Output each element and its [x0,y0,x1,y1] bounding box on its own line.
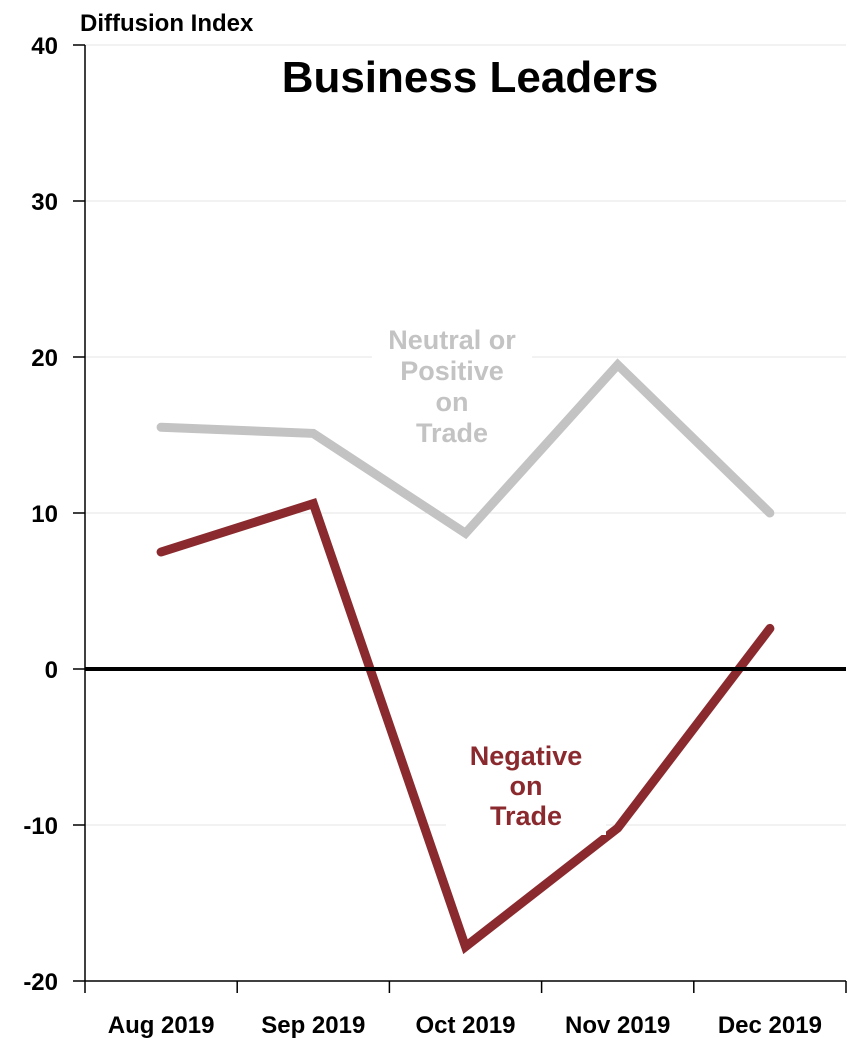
y-tick-label: 10 [31,501,58,528]
series-line-1 [156,498,775,955]
series-label-line: on [510,771,543,801]
series-label-line: Trade [416,418,488,448]
y-tick-label: 40 [31,33,58,60]
chart-title: Business Leaders [282,53,659,102]
x-tick-label: Oct 2019 [415,1012,515,1038]
label-background [446,739,606,835]
axes: -20 -10 0 10 20 30 40 Aug 2019 Sep 2019 Oct 2019 N… [23,33,847,1038]
x-tick-label: Sep 2019 [261,1012,365,1038]
label-background [372,323,532,453]
series-label-line: on [436,387,469,417]
y-tick-label: 0 [45,657,58,684]
y-tick-label: -10 [23,813,58,840]
y-axis-label: Diffusion Index [80,10,254,37]
x-tick-label: Dec 2019 [718,1012,822,1038]
series-label-line: Negative [470,741,583,771]
series-lines [85,358,846,955]
x-tick-label: Aug 2019 [108,1012,215,1038]
series-label-line: Positive [400,356,504,386]
y-tick-label: 20 [31,345,58,372]
y-tick-label: 30 [31,189,58,216]
x-tick-label: Nov 2019 [565,1012,670,1038]
series-label-line: Neutral or [388,325,516,355]
series-label-line: Trade [490,801,562,831]
y-tick-label: -20 [23,969,58,996]
